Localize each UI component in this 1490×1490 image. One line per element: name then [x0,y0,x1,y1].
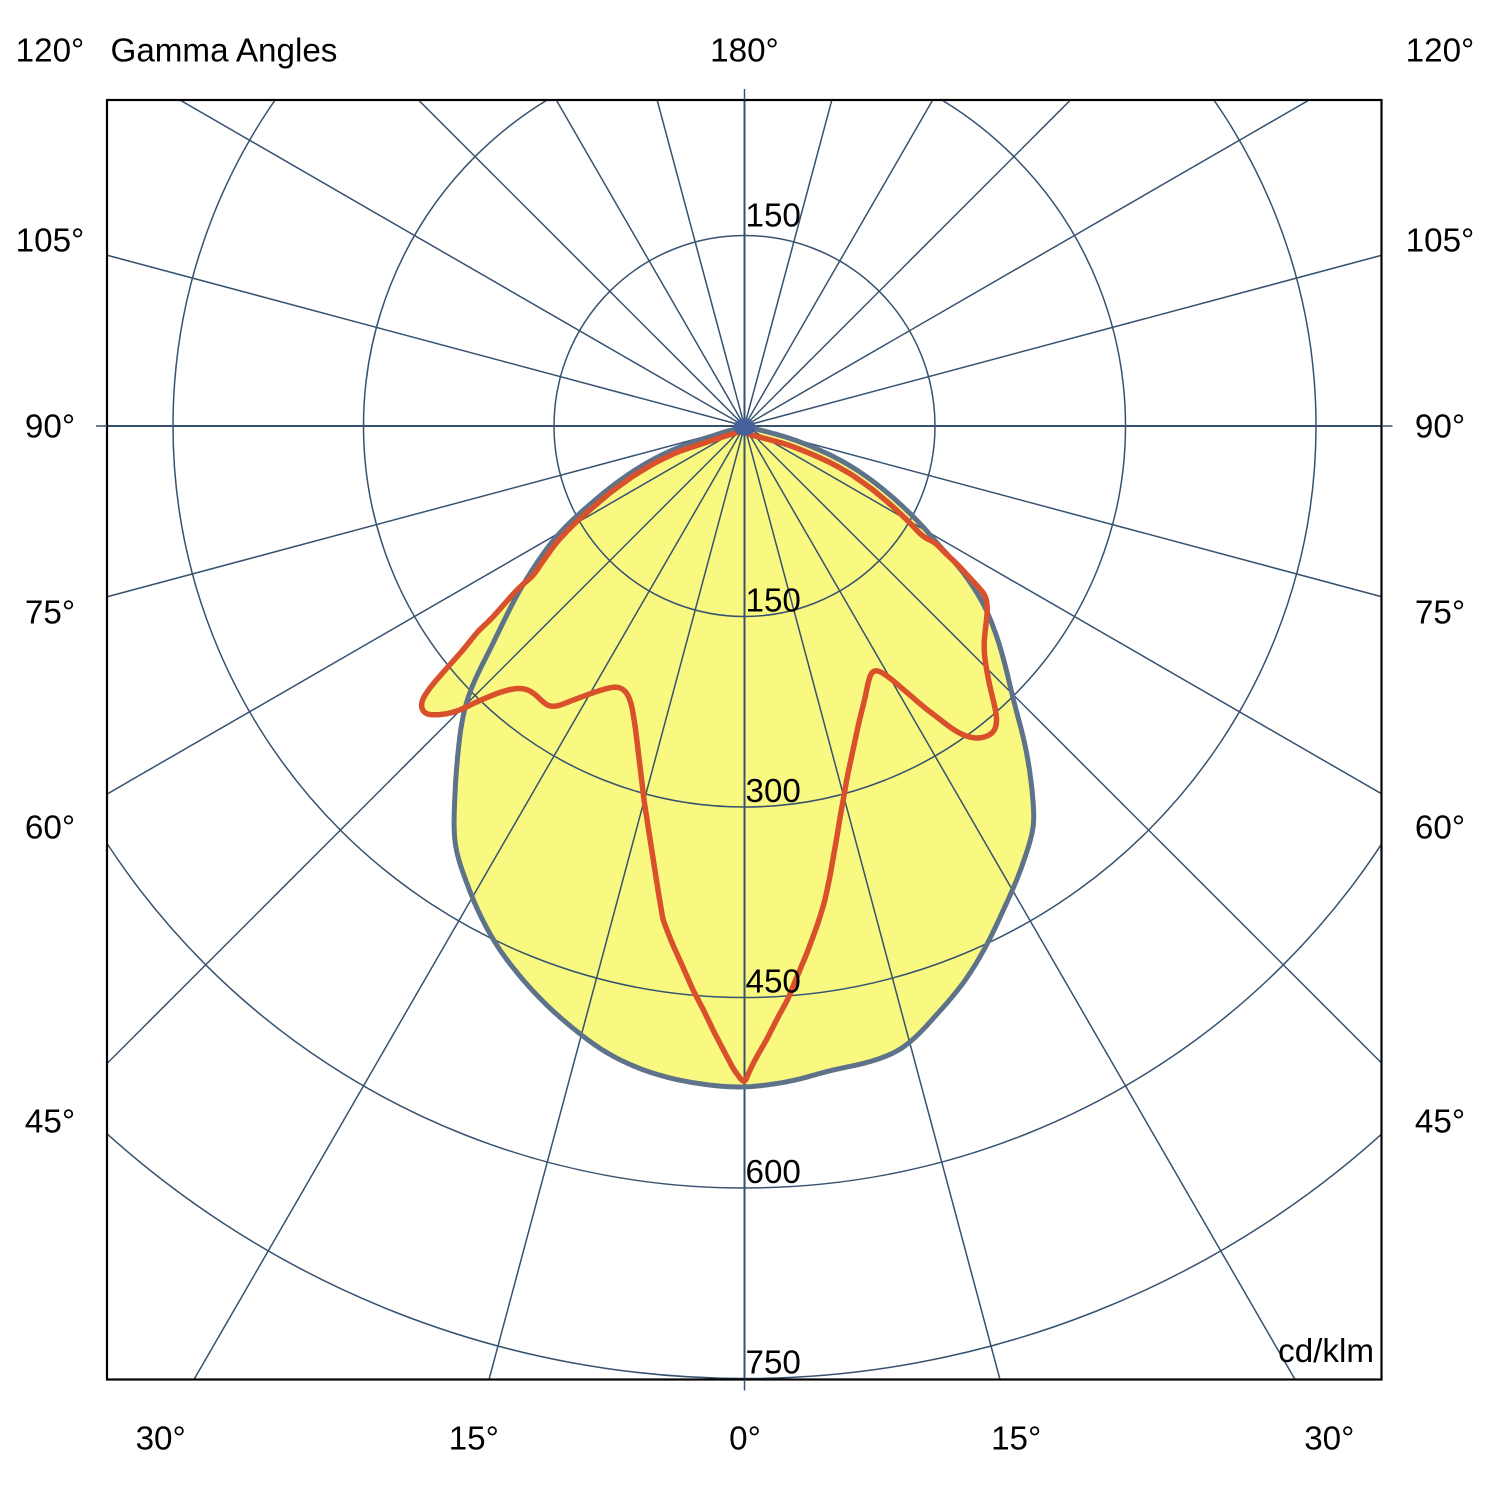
svg-text:0°: 0° [729,1421,761,1458]
svg-text:600: 600 [746,1154,801,1191]
svg-text:60°: 60° [1415,810,1465,847]
svg-text:60°: 60° [25,810,75,847]
svg-text:90°: 90° [25,409,75,446]
svg-text:45°: 45° [25,1104,75,1141]
svg-text:120°: 120° [1406,33,1475,70]
svg-text:750: 750 [746,1345,801,1382]
svg-text:120°: 120° [16,33,85,70]
svg-text:105°: 105° [16,223,85,260]
svg-text:150: 150 [746,583,801,620]
svg-text:15°: 15° [991,1421,1041,1458]
svg-text:450: 450 [746,964,801,1001]
svg-text:105°: 105° [1406,223,1475,260]
svg-text:75°: 75° [1415,595,1465,632]
svg-text:15°: 15° [449,1421,499,1458]
svg-text:30°: 30° [1304,1421,1354,1458]
svg-text:45°: 45° [1415,1104,1465,1141]
svg-text:cd/klm: cd/klm [1278,1333,1374,1370]
svg-text:90°: 90° [1415,409,1465,446]
svg-text:300: 300 [746,773,801,810]
svg-text:150: 150 [746,198,801,235]
svg-text:180°: 180° [710,33,779,70]
svg-text:30°: 30° [136,1421,186,1458]
svg-text:Gamma Angles: Gamma Angles [111,33,338,70]
svg-text:75°: 75° [25,595,75,632]
